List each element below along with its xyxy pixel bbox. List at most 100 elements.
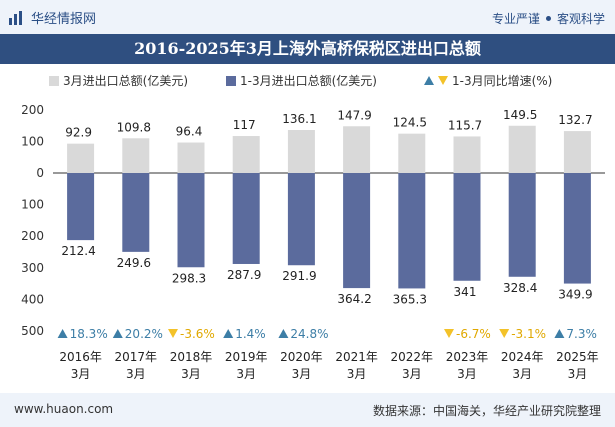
chart-plot: 200 100 0 100 200 300 400 500 92.9 212.4 18.3% 2016… (21, 103, 605, 381)
bar-monthly (122, 138, 150, 173)
legend-label-quarterly: 1-3月进出口总额(亿美元) (240, 74, 377, 88)
y-tick-label: 100 (21, 198, 44, 212)
y-tick-label: 300 (21, 261, 44, 275)
growth-label: -3.1% (511, 327, 546, 341)
data-label-quarterly: 328.4 (503, 281, 537, 295)
y-tick-label: 0 (36, 166, 44, 180)
data-label-monthly: 124.5 (393, 116, 427, 130)
bar-monthly (232, 136, 260, 173)
bar-quarterly (177, 173, 205, 268)
x-tick-label: 2017年 (115, 350, 158, 364)
bar-quarterly (67, 173, 95, 241)
x-tick-label: 2022年 (391, 350, 434, 364)
y-tick-label: 500 (21, 324, 44, 338)
bar-quarterly (563, 173, 591, 284)
x-tick-label: 3月 (126, 367, 146, 381)
legend-swatch-gray (49, 75, 59, 86)
bar-monthly (563, 131, 591, 173)
x-tick-label: 2016年 (59, 350, 102, 364)
footer: www.huaon.com 数据来源：中国海关，华经产业研究院整理 (0, 393, 615, 427)
growth-label: 18.3% (70, 327, 108, 341)
slogan: 专业严谨 客观科学 (492, 10, 605, 27)
data-label-monthly: 117 (233, 118, 256, 132)
growth-down-triangle-icon (168, 329, 178, 338)
x-tick-label: 2024年 (501, 350, 544, 364)
growth-up-triangle-icon (223, 329, 234, 338)
y-tick-label: 400 (21, 292, 44, 306)
y-tick-label: 200 (21, 103, 44, 117)
bar-quarterly (122, 173, 150, 252)
triangle-up-icon (424, 76, 434, 85)
growth-label: 7.3% (566, 327, 597, 341)
data-label-monthly: 136.1 (282, 112, 316, 126)
data-label-quarterly: 341 (454, 285, 477, 299)
brand-logo-icon (9, 10, 22, 25)
data-label-quarterly: 291.9 (282, 269, 316, 283)
growth-up-triangle-icon (554, 329, 565, 338)
bar-quarterly (398, 173, 426, 289)
bar-quarterly (232, 173, 260, 264)
legend-label-growth: 1-3月同比增速(%) (452, 74, 553, 88)
x-tick-label: 2018年 (170, 350, 213, 364)
bar-monthly (67, 143, 95, 173)
x-tick-label: 3月 (71, 367, 91, 381)
slogan-right: 客观科学 (556, 12, 605, 26)
bar-quarterly (287, 173, 315, 266)
x-tick-label: 3月 (347, 367, 367, 381)
bar-monthly (508, 125, 536, 173)
growth-label: 1.4% (235, 327, 266, 341)
x-tick-label: 3月 (512, 367, 532, 381)
bar-monthly (287, 129, 315, 173)
bar-monthly (453, 136, 481, 173)
growth-label: 20.2% (125, 327, 163, 341)
y-tick-label: 200 (21, 229, 44, 243)
chart-legend: 3月进出口总额(亿美元) 1-3月进出口总额(亿美元) 1-3月同比增速(%) (0, 72, 615, 92)
y-tick-label: 100 (21, 134, 44, 148)
data-label-quarterly: 287.9 (227, 268, 261, 282)
top-bar: 华经情报网 专业严谨 客观科学 (0, 0, 615, 34)
x-tick-label: 3月 (236, 367, 256, 381)
data-label-quarterly: 349.9 (558, 288, 592, 302)
growth-label: -3.6% (180, 327, 215, 341)
growth-down-triangle-icon (444, 329, 454, 338)
x-tick-label: 3月 (181, 367, 201, 381)
growth-up-triangle-icon (278, 329, 289, 338)
bar-monthly (343, 126, 371, 173)
data-label-monthly: 92.9 (65, 126, 92, 140)
data-label-quarterly: 364.2 (337, 292, 371, 306)
bar-quarterly (453, 173, 481, 281)
x-tick-label: 3月 (568, 367, 588, 381)
bar-monthly (177, 142, 205, 173)
data-label-quarterly: 365.3 (393, 292, 427, 306)
growth-up-triangle-icon (57, 329, 68, 338)
data-label-monthly: 149.5 (503, 108, 537, 122)
triangle-down-icon (438, 76, 448, 85)
legend-item-quarterly: 1-3月进出口总额(亿美元) (226, 72, 377, 89)
bar-monthly (398, 133, 426, 173)
data-label-monthly: 147.9 (337, 108, 371, 122)
data-label-quarterly: 249.6 (117, 256, 151, 270)
brand[interactable]: 华经情报网 (8, 8, 96, 27)
data-label-monthly: 115.7 (448, 118, 482, 132)
growth-up-triangle-icon (112, 329, 123, 338)
legend-swatch-blue (226, 75, 236, 86)
x-tick-label: 3月 (402, 367, 422, 381)
separator-dot-icon (545, 16, 551, 21)
brand-name: 华经情报网 (31, 12, 97, 27)
footer-source: 数据来源：中国海关，华经产业研究院整理 (372, 404, 601, 418)
growth-label: 24.8% (290, 327, 328, 341)
data-label-monthly: 96.4 (176, 125, 203, 139)
data-label-quarterly: 212.4 (61, 244, 95, 258)
slogan-left: 专业严谨 (491, 12, 540, 26)
data-label-monthly: 132.7 (558, 113, 592, 127)
x-tick-label: 2020年 (280, 350, 323, 364)
chart-title: 2016-2025年3月上海外高桥保税区进出口总额 (0, 34, 615, 64)
legend-item-growth: 1-3月同比增速(%) (424, 72, 552, 89)
x-tick-label: 2023年 (446, 350, 489, 364)
x-tick-label: 2019年 (225, 350, 268, 364)
bar-quarterly (508, 173, 536, 277)
x-tick-label: 3月 (292, 367, 312, 381)
x-tick-label: 3月 (457, 367, 477, 381)
data-label-monthly: 109.8 (117, 120, 151, 134)
footer-website[interactable]: www.huaon.com (14, 402, 114, 416)
